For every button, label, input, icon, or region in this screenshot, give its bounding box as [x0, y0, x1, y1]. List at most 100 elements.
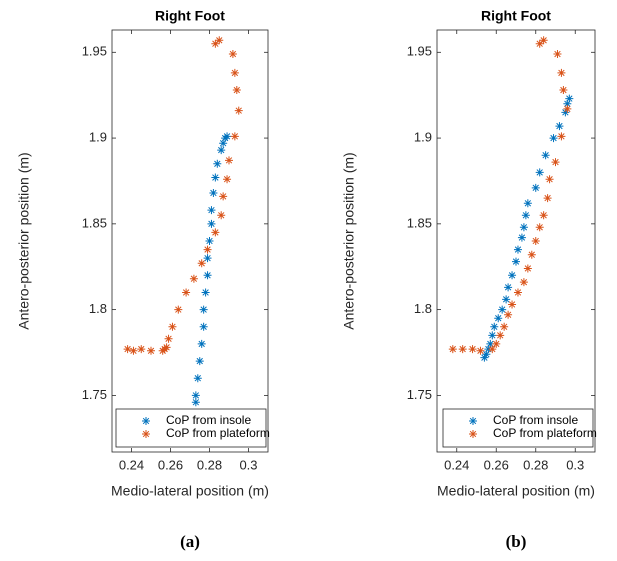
point [207, 206, 216, 215]
point [486, 339, 495, 348]
point [508, 300, 517, 309]
x-tick-label: 0.24 [119, 457, 144, 472]
point [448, 345, 457, 354]
y-tick-label: 1.75 [82, 387, 107, 402]
y-tick-label: 1.85 [407, 215, 432, 230]
point [223, 132, 232, 141]
point [211, 228, 220, 237]
point [129, 346, 138, 355]
legend-marker [469, 430, 477, 438]
y-tick-label: 1.9 [414, 130, 432, 145]
point [563, 99, 572, 108]
point [482, 350, 491, 359]
point [158, 346, 167, 355]
point [197, 259, 206, 268]
point [193, 374, 202, 383]
point [545, 175, 554, 184]
point [219, 139, 228, 148]
point [215, 36, 224, 45]
point [535, 168, 544, 177]
point [199, 305, 208, 314]
legend-label: CoP from insole [166, 413, 251, 427]
point [527, 250, 536, 259]
point [234, 106, 243, 115]
point [123, 345, 132, 354]
panel-label: (b) [506, 532, 527, 551]
point [205, 237, 214, 245]
point [195, 357, 204, 366]
point [199, 322, 208, 331]
point [502, 295, 511, 304]
point [174, 305, 183, 314]
y-tick-label: 1.9 [89, 130, 107, 145]
point [147, 346, 155, 355]
point [498, 305, 507, 314]
point [230, 132, 239, 141]
point [531, 183, 540, 192]
point [476, 346, 485, 355]
point [494, 314, 503, 323]
point [488, 345, 497, 354]
y-axis-label: Antero-posterior position (m) [16, 152, 32, 329]
point [523, 199, 532, 208]
point [531, 237, 540, 245]
point [555, 122, 564, 131]
legend [115, 408, 267, 448]
point [225, 156, 233, 165]
series [123, 36, 243, 355]
point [512, 257, 520, 266]
legend-marker [142, 430, 150, 438]
point [519, 223, 528, 232]
point [458, 345, 467, 354]
point [480, 353, 489, 362]
point [549, 134, 558, 143]
point [521, 211, 530, 220]
point [203, 271, 212, 280]
x-tick-label: 0.24 [444, 457, 469, 472]
y-tick-label: 1.95 [407, 44, 432, 59]
point [213, 159, 222, 168]
chart-title: Right Foot [155, 8, 225, 24]
point [228, 50, 237, 59]
point [539, 36, 548, 45]
y-tick-label: 1.75 [407, 387, 432, 402]
plot-area [436, 29, 596, 453]
point [197, 339, 206, 348]
x-tick-label: 0.28 [197, 457, 222, 472]
y-tick-label: 1.8 [89, 301, 107, 316]
point [168, 322, 177, 331]
point [211, 173, 220, 182]
legend-marker [469, 417, 477, 425]
point [523, 264, 532, 273]
point [508, 271, 517, 280]
x-tick-label: 0.3 [566, 457, 584, 472]
x-tick-label: 0.3 [239, 457, 257, 472]
point [189, 274, 198, 283]
x-tick-label: 0.26 [484, 457, 509, 472]
point [230, 68, 239, 77]
x-axis-label: Medio-lateral position (m) [437, 483, 595, 499]
point [191, 398, 200, 407]
point [551, 158, 560, 167]
legend-marker [142, 417, 150, 425]
point [182, 288, 191, 297]
point [513, 288, 522, 297]
point [209, 188, 218, 197]
legend-label: CoP from plateform [166, 426, 270, 440]
point [559, 86, 568, 95]
point [539, 211, 548, 220]
point [211, 39, 220, 48]
series [448, 36, 572, 355]
point [504, 283, 513, 292]
point [490, 322, 499, 331]
x-tick-label: 0.26 [158, 457, 183, 472]
point [207, 219, 216, 228]
y-tick-label: 1.8 [414, 301, 432, 316]
series [191, 132, 232, 407]
point [201, 288, 210, 297]
point [535, 39, 544, 48]
point [217, 146, 226, 155]
point [203, 254, 212, 263]
point [164, 334, 173, 343]
